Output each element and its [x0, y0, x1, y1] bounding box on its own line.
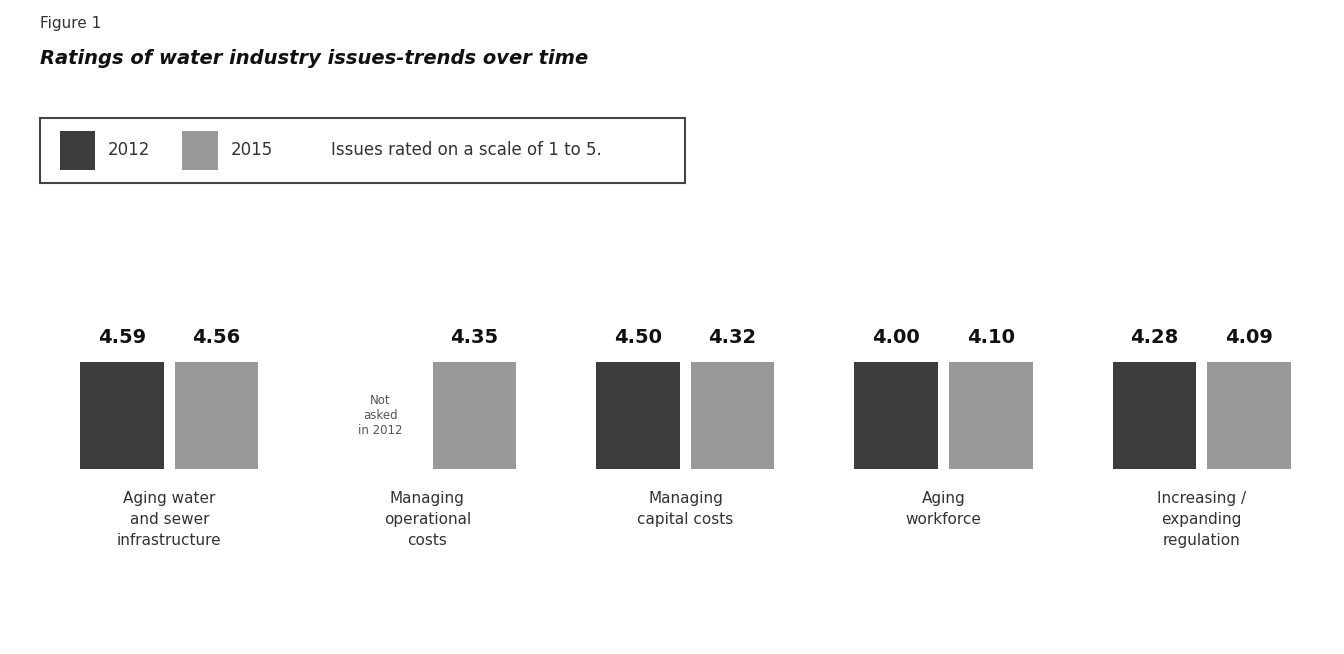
Text: 4.10: 4.10: [966, 328, 1015, 347]
Text: Aging
workforce: Aging workforce: [906, 491, 981, 527]
Text: Not
asked
in 2012: Not asked in 2012: [358, 394, 403, 437]
Text: 2012: 2012: [108, 141, 151, 160]
Text: Ratings of water industry issues-trends over time: Ratings of water industry issues-trends …: [40, 49, 589, 68]
Text: 4.35: 4.35: [450, 328, 499, 347]
Text: Managing
operational
costs: Managing operational costs: [384, 491, 470, 548]
Text: 2015: 2015: [231, 141, 273, 160]
Text: 4.09: 4.09: [1224, 328, 1273, 347]
FancyBboxPatch shape: [183, 131, 218, 170]
Text: Increasing /
expanding
regulation: Increasing / expanding regulation: [1157, 491, 1246, 548]
FancyBboxPatch shape: [175, 362, 258, 468]
FancyBboxPatch shape: [1113, 362, 1196, 468]
Text: Aging water
and sewer
infrastructure: Aging water and sewer infrastructure: [117, 491, 222, 548]
FancyBboxPatch shape: [59, 131, 95, 170]
FancyBboxPatch shape: [40, 118, 685, 183]
Text: 4.56: 4.56: [192, 328, 241, 347]
Text: Managing
capital costs: Managing capital costs: [637, 491, 734, 527]
FancyBboxPatch shape: [433, 362, 516, 468]
Text: 4.32: 4.32: [708, 328, 757, 347]
Text: 4.50: 4.50: [614, 328, 663, 347]
Text: Issues rated on a scale of 1 to 5.: Issues rated on a scale of 1 to 5.: [331, 141, 601, 160]
Text: 4.00: 4.00: [872, 328, 921, 347]
FancyBboxPatch shape: [949, 362, 1032, 468]
FancyBboxPatch shape: [855, 362, 938, 468]
FancyBboxPatch shape: [1207, 362, 1290, 468]
FancyBboxPatch shape: [691, 362, 774, 468]
Text: Figure 1: Figure 1: [40, 16, 102, 31]
Text: 4.28: 4.28: [1130, 328, 1179, 347]
FancyBboxPatch shape: [597, 362, 680, 468]
FancyBboxPatch shape: [81, 362, 164, 468]
Text: 4.59: 4.59: [98, 328, 146, 347]
